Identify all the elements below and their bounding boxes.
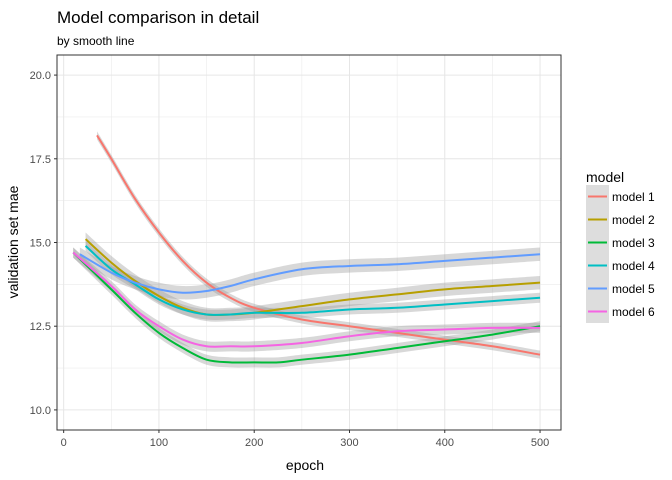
y-axis-ticks: 10.0 12.5 15.0 17.5 20.0: [30, 70, 57, 417]
legend-item-model-1: model 1: [586, 185, 655, 208]
series-line-model-1: [96, 134, 541, 356]
series-line-model-5: [79, 253, 541, 294]
legend-label: model 4: [612, 259, 655, 273]
legend-label: model 3: [612, 236, 655, 250]
y-axis-title: validation set mae: [5, 185, 21, 298]
legend-label: model 6: [612, 305, 655, 319]
chart-subtitle: by smooth line: [57, 34, 135, 48]
y-tick-label: 20.0: [30, 70, 51, 82]
legend-label: model 1: [612, 190, 655, 204]
series-line-model-4: [84, 245, 541, 316]
legend-item-model-3: model 3: [586, 231, 655, 254]
series-line-model-3: [72, 251, 541, 364]
y-tick-label: 12.5: [30, 321, 51, 333]
y-tick-label: 10.0: [30, 405, 51, 417]
x-tick-label: 300: [340, 437, 358, 449]
x-tick-label: 100: [150, 437, 168, 449]
legend-item-model-6: model 6: [586, 300, 655, 323]
x-axis-title: epoch: [286, 457, 324, 473]
legend-item-model-5: model 5: [586, 277, 655, 300]
confidence-band-model-6: [73, 247, 541, 352]
x-tick-label: 200: [245, 437, 263, 449]
legend-item-model-2: model 2: [586, 208, 655, 231]
chart-title: Model comparison in detail: [57, 8, 259, 27]
legend: model model 1 model 2 model 3 model 4 model …: [586, 169, 655, 323]
legend-item-model-4: model 4: [586, 254, 655, 277]
legend-label: model 5: [612, 282, 655, 296]
x-tick-label: 400: [436, 437, 454, 449]
series-line-model-6: [72, 251, 541, 348]
confidence-band-model-5: [79, 247, 541, 300]
series-lines: [72, 134, 541, 364]
legend-title: model: [586, 169, 624, 185]
y-tick-label: 17.5: [30, 154, 51, 166]
y-tick-label: 15.0: [30, 238, 51, 250]
x-axis-ticks: 0 100 200 300 400 500: [61, 430, 549, 449]
x-tick-label: 500: [531, 437, 549, 449]
grid: [57, 55, 561, 430]
legend-label: model 2: [612, 213, 655, 227]
x-tick-label: 0: [61, 437, 67, 449]
